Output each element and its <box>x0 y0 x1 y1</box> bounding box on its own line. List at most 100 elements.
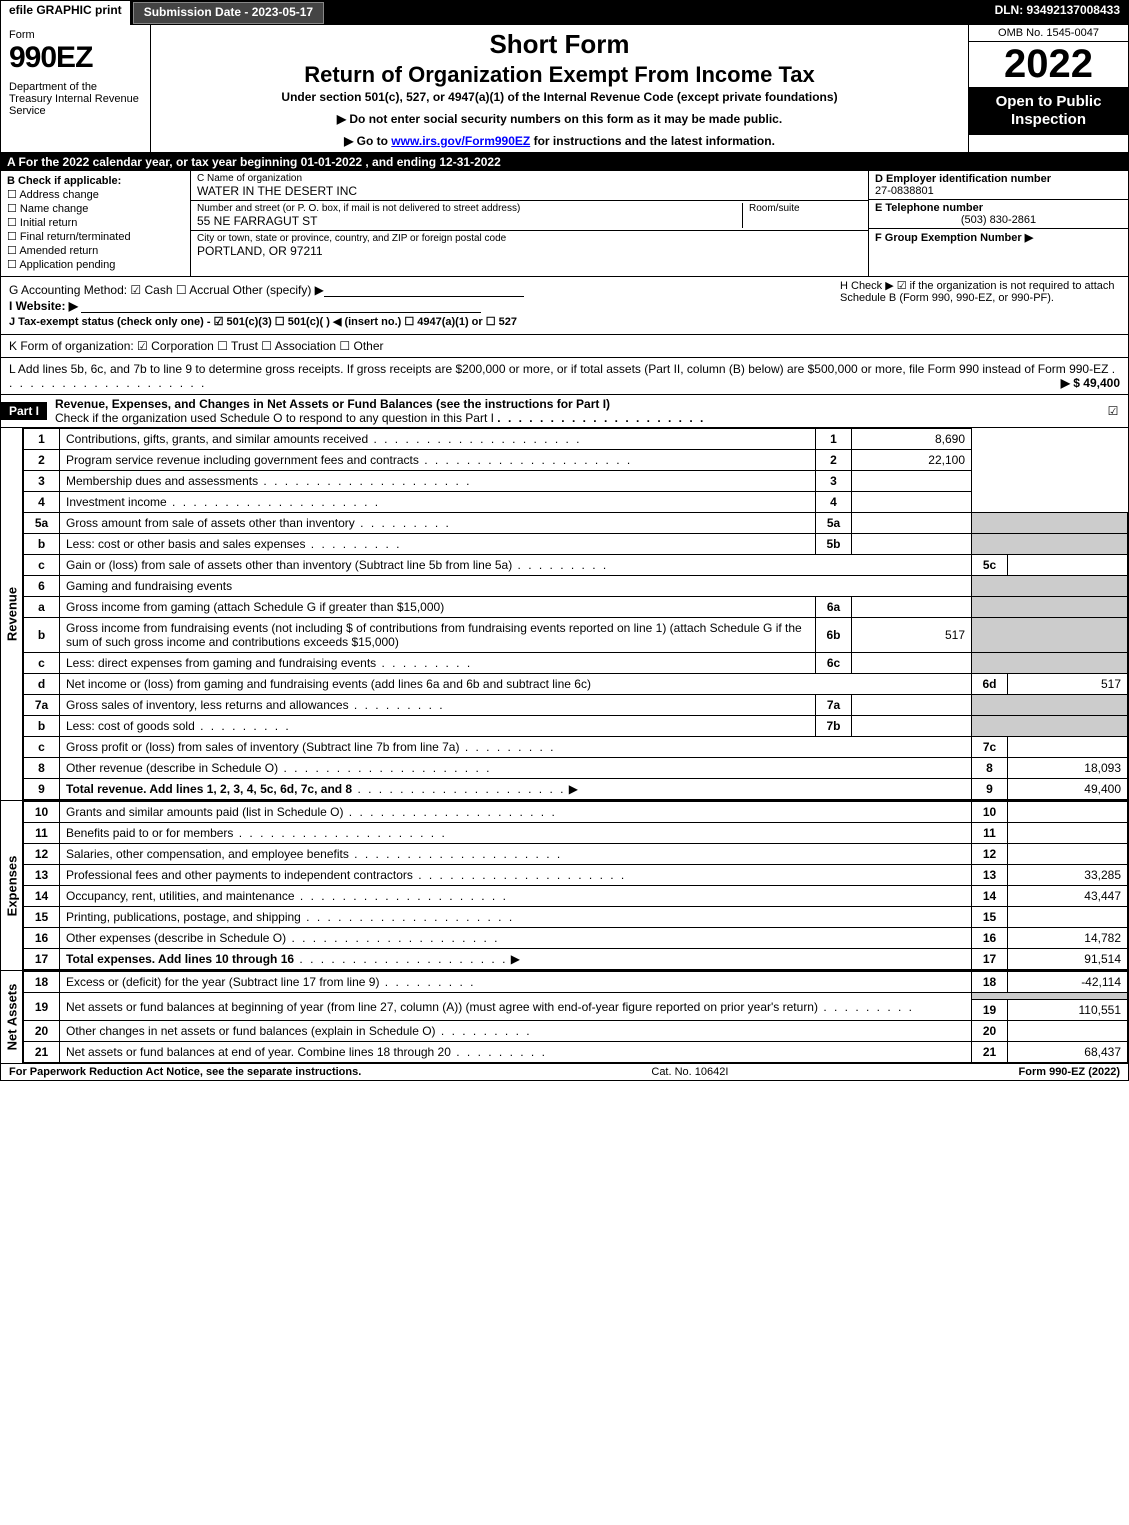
line-10-text: Grants and similar amounts paid (list in… <box>66 805 557 819</box>
line-10-num: 10 <box>24 802 60 823</box>
city-value: PORTLAND, OR 97211 <box>197 244 506 258</box>
line-5c-text: Gain or (loss) from sale of assets other… <box>66 558 608 572</box>
line-11-text: Benefits paid to or for members <box>66 826 447 840</box>
line-14-rn: 14 <box>972 886 1008 907</box>
line-7a-num: 7a <box>24 695 60 716</box>
note2-pre: ▶ Go to <box>344 134 391 148</box>
line-7a-sn: 7a <box>816 695 852 716</box>
omb-number: OMB No. 1545-0047 <box>969 25 1128 42</box>
line-4-text: Investment income <box>66 495 380 509</box>
part-1-title: Revenue, Expenses, and Changes in Net As… <box>55 397 610 411</box>
line-3-num: 3 <box>24 471 60 492</box>
box-b-label: B Check if applicable: <box>7 175 121 187</box>
line-13-rn: 13 <box>972 865 1008 886</box>
chk-amended-return[interactable]: Amended return <box>7 244 184 257</box>
note2-post: for instructions and the latest informat… <box>530 134 775 148</box>
line-7b-sa <box>852 716 972 737</box>
line-6d-amt: 517 <box>1008 674 1128 695</box>
line-15-num: 15 <box>24 907 60 928</box>
line-13-text: Professional fees and other payments to … <box>66 868 626 882</box>
street-label: Number and street (or P. O. box, if mail… <box>197 203 742 214</box>
form-label: Form <box>9 29 142 41</box>
line-5b-sa <box>852 534 972 555</box>
line-5b-num: b <box>24 534 60 555</box>
line-5c-amt <box>1008 555 1128 576</box>
vtab-revenue: Revenue <box>1 428 23 800</box>
line-18-amt: -42,114 <box>1008 972 1128 993</box>
box-h: H Check ▶ ☑ if the organization is not r… <box>840 279 1120 304</box>
line-5b-sn: 5b <box>816 534 852 555</box>
line-7c-num: c <box>24 737 60 758</box>
line-3-text: Membership dues and assessments <box>66 474 471 488</box>
room-label: Room/suite <box>749 203 862 214</box>
chk-application-pending[interactable]: Application pending <box>7 258 184 271</box>
line-17-num: 17 <box>24 949 60 970</box>
line-12-text: Salaries, other compensation, and employ… <box>66 847 562 861</box>
dept-label: Department of the Treasury Internal Reve… <box>9 81 142 117</box>
line-1-num: 1 <box>24 429 60 450</box>
line-7b-sn: 7b <box>816 716 852 737</box>
line-1-rn: 1 <box>816 429 852 450</box>
line-6c-sn: 6c <box>816 653 852 674</box>
line-13-amt: 33,285 <box>1008 865 1128 886</box>
line-8-num: 8 <box>24 758 60 779</box>
ein-value: 27-0838801 <box>875 185 1122 197</box>
line-19-rn: 19 <box>972 1000 1008 1021</box>
line-2-amt: 22,100 <box>852 450 972 471</box>
box-i: I Website: ▶ <box>9 299 78 313</box>
main-title: Return of Organization Exempt From Incom… <box>159 62 960 88</box>
line-20-amt <box>1008 1021 1128 1042</box>
line-16-rn: 16 <box>972 928 1008 949</box>
note-link: ▶ Go to www.irs.gov/Form990EZ for instru… <box>159 134 960 148</box>
line-5b-text: Less: cost or other basis and sales expe… <box>66 537 401 551</box>
group-exemption-label: F Group Exemption Number ▶ <box>875 232 1033 244</box>
line-17-amt: 91,514 <box>1008 949 1128 970</box>
line-20-text: Other changes in net assets or fund bala… <box>66 1024 532 1038</box>
line-6b-sn: 6b <box>816 618 852 653</box>
line-17-rn: 17 <box>972 949 1008 970</box>
line-5a-text: Gross amount from sale of assets other t… <box>66 516 451 530</box>
line-3-rn: 3 <box>816 471 852 492</box>
line-1-text: Contributions, gifts, grants, and simila… <box>66 432 582 446</box>
ein-label: D Employer identification number <box>875 173 1122 185</box>
part-1-check[interactable]: ☑ <box>1098 404 1128 418</box>
line-12-amt <box>1008 844 1128 865</box>
line-18-num: 18 <box>24 972 60 993</box>
line-18-rn: 18 <box>972 972 1008 993</box>
line-10-amt <box>1008 802 1128 823</box>
line-13-num: 13 <box>24 865 60 886</box>
line-4-rn: 4 <box>816 492 852 513</box>
phone-value: (503) 830-2861 <box>875 214 1122 226</box>
line-2-text: Program service revenue including govern… <box>66 453 632 467</box>
section-a-period: A For the 2022 calendar year, or tax yea… <box>1 153 1128 171</box>
line-11-num: 11 <box>24 823 60 844</box>
line-7b-num: b <box>24 716 60 737</box>
line-7c-amt <box>1008 737 1128 758</box>
irs-link[interactable]: www.irs.gov/Form990EZ <box>391 134 530 148</box>
org-name: WATER IN THE DESERT INC <box>197 184 357 198</box>
vtab-expenses: Expenses <box>1 801 23 970</box>
chk-initial-return[interactable]: Initial return <box>7 216 184 229</box>
chk-name-change[interactable]: Name change <box>7 202 184 215</box>
line-6-num: 6 <box>24 576 60 597</box>
line-6b-text: Gross income from fundraising events (no… <box>66 621 802 649</box>
chk-final-return[interactable]: Final return/terminated <box>7 230 184 243</box>
dln-label: DLN: 93492137008433 <box>987 1 1128 25</box>
subtitle: Under section 501(c), 527, or 4947(a)(1)… <box>159 90 960 104</box>
tax-year: 2022 <box>969 42 1128 87</box>
line-19-num: 19 <box>24 993 60 1021</box>
line-6d-rn: 6d <box>972 674 1008 695</box>
line-16-text: Other expenses (describe in Schedule O) <box>66 931 499 945</box>
part-1-label: Part I <box>1 402 47 420</box>
line-16-amt: 14,782 <box>1008 928 1128 949</box>
line-6c-text: Less: direct expenses from gaming and fu… <box>66 656 472 670</box>
line-9-rn: 9 <box>972 779 1008 800</box>
box-l-amount: ▶ $ 49,400 <box>1061 376 1120 390</box>
line-21-rn: 21 <box>972 1042 1008 1063</box>
line-9-text: Total revenue. Add lines 1, 2, 3, 4, 5c,… <box>66 782 352 796</box>
chk-address-change[interactable]: Address change <box>7 188 184 201</box>
line-7c-rn: 7c <box>972 737 1008 758</box>
line-2-num: 2 <box>24 450 60 471</box>
line-21-text: Net assets or fund balances at end of ye… <box>66 1045 547 1059</box>
box-l: L Add lines 5b, 6c, and 7b to line 9 to … <box>1 358 1128 395</box>
